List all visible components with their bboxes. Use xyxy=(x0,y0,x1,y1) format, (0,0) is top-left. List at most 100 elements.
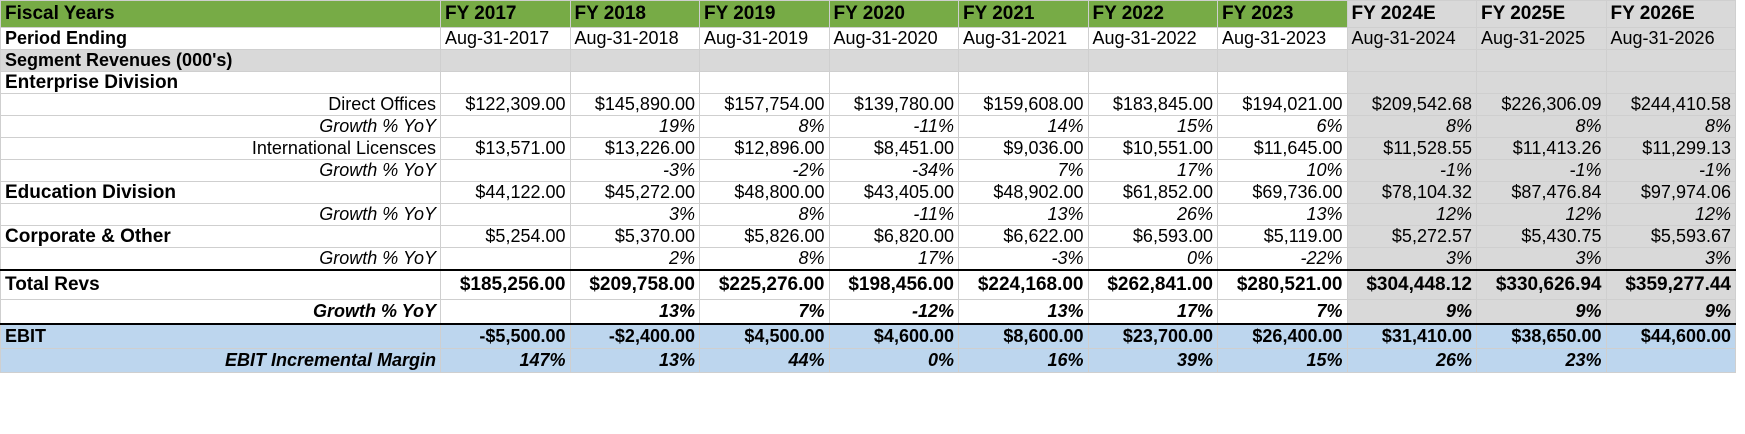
fiscal-years-label[interactable]: Fiscal Years xyxy=(0,0,441,28)
growth-cell[interactable]: 7% xyxy=(1217,299,1348,325)
value-cell[interactable]: $122,309.00 xyxy=(440,93,571,116)
total-cell[interactable]: $185,256.00 xyxy=(440,269,571,300)
value-cell[interactable]: $45,272.00 xyxy=(569,181,700,204)
period-date-cell[interactable]: Aug-31-2019 xyxy=(699,27,830,50)
value-cell[interactable]: $6,593.00 xyxy=(1087,225,1218,248)
year-cell[interactable]: FY 2019 xyxy=(699,0,830,28)
empty-cell[interactable] xyxy=(1217,49,1348,72)
growth-cell[interactable]: -3% xyxy=(569,159,700,182)
empty-cell[interactable] xyxy=(1476,49,1607,72)
value-cell[interactable]: $8,451.00 xyxy=(828,137,959,160)
growth-cell[interactable]: 8% xyxy=(699,203,830,226)
value-cell[interactable]: $194,021.00 xyxy=(1217,93,1348,116)
growth-cell[interactable]: -11% xyxy=(828,115,959,138)
value-cell[interactable]: $6,622.00 xyxy=(958,225,1089,248)
value-cell[interactable]: $11,645.00 xyxy=(1217,137,1348,160)
ebit-cell[interactable]: $8,600.00 xyxy=(958,323,1089,349)
ebit-cell[interactable]: -$5,500.00 xyxy=(440,323,571,349)
growth-cell[interactable]: 9% xyxy=(1346,299,1477,325)
growth-cell[interactable] xyxy=(440,299,571,325)
growth-cell[interactable]: 7% xyxy=(699,299,830,325)
value-cell[interactable]: $159,608.00 xyxy=(958,93,1089,116)
year-cell-projected[interactable]: FY 2026E xyxy=(1605,0,1736,28)
growth-cell[interactable]: 17% xyxy=(1087,299,1218,325)
ebit-cell[interactable]: $31,410.00 xyxy=(1346,323,1477,349)
growth-cell[interactable] xyxy=(440,115,571,138)
empty-cell[interactable] xyxy=(440,49,571,72)
growth-input-cell[interactable]: -1% xyxy=(1476,159,1607,182)
period-date-cell[interactable]: Aug-31-2017 xyxy=(440,27,571,50)
margin-cell[interactable]: 0% xyxy=(828,348,959,373)
growth-input-cell[interactable]: 8% xyxy=(1346,115,1477,138)
education-division-label[interactable]: Education Division xyxy=(0,181,441,204)
value-cell[interactable]: $226,306.09 xyxy=(1476,93,1607,116)
year-cell-projected[interactable]: FY 2024E xyxy=(1346,0,1477,28)
growth-cell[interactable]: 10% xyxy=(1217,159,1348,182)
value-cell[interactable]: $5,254.00 xyxy=(440,225,571,248)
margin-cell[interactable]: 44% xyxy=(699,348,830,373)
value-cell[interactable]: $11,299.13 xyxy=(1605,137,1736,160)
value-cell[interactable]: $48,800.00 xyxy=(699,181,830,204)
value-cell[interactable]: $183,845.00 xyxy=(1087,93,1218,116)
period-ending-label[interactable]: Period Ending xyxy=(0,27,441,50)
total-cell[interactable]: $330,626.94 xyxy=(1476,269,1607,300)
value-cell[interactable]: $5,593.67 xyxy=(1605,225,1736,248)
ebit-cell[interactable]: -$2,400.00 xyxy=(569,323,700,349)
value-cell[interactable]: $5,272.57 xyxy=(1346,225,1477,248)
growth-input-cell[interactable]: 12% xyxy=(1476,203,1607,226)
value-cell[interactable]: $9,036.00 xyxy=(958,137,1089,160)
growth-cell[interactable]: 19% xyxy=(569,115,700,138)
empty-cell[interactable] xyxy=(569,49,700,72)
total-cell[interactable]: $225,276.00 xyxy=(699,269,830,300)
growth-cell[interactable]: 0% xyxy=(1087,247,1218,271)
growth-cell[interactable]: 3% xyxy=(569,203,700,226)
value-cell[interactable]: $145,890.00 xyxy=(569,93,700,116)
growth-cell[interactable]: 6% xyxy=(1217,115,1348,138)
value-cell[interactable]: $139,780.00 xyxy=(828,93,959,116)
year-cell[interactable]: FY 2021 xyxy=(958,0,1089,28)
total-cell[interactable]: $359,277.44 xyxy=(1605,269,1736,300)
margin-cell[interactable]: 26% xyxy=(1346,348,1477,373)
growth-cell[interactable] xyxy=(440,203,571,226)
empty-cell[interactable] xyxy=(1217,71,1348,94)
growth-cell[interactable]: 26% xyxy=(1087,203,1218,226)
growth-cell[interactable]: 7% xyxy=(958,159,1089,182)
growth-cell[interactable]: 15% xyxy=(1087,115,1218,138)
ebit-cell[interactable]: $4,500.00 xyxy=(699,323,830,349)
empty-cell[interactable] xyxy=(440,71,571,94)
growth-cell[interactable]: 13% xyxy=(958,203,1089,226)
growth-input-cell[interactable]: 12% xyxy=(1605,203,1736,226)
growth-cell[interactable]: 17% xyxy=(828,247,959,271)
period-date-cell[interactable]: Aug-31-2026 xyxy=(1605,27,1736,50)
empty-cell[interactable] xyxy=(1346,71,1477,94)
year-cell[interactable]: FY 2017 xyxy=(440,0,571,28)
growth-label[interactable]: Growth % YoY xyxy=(0,115,441,138)
growth-label[interactable]: Growth % YoY xyxy=(0,159,441,182)
growth-cell[interactable]: 8% xyxy=(699,115,830,138)
period-date-cell[interactable]: Aug-31-2025 xyxy=(1476,27,1607,50)
value-cell[interactable]: $61,852.00 xyxy=(1087,181,1218,204)
growth-label[interactable]: Growth % YoY xyxy=(0,247,441,271)
growth-cell[interactable]: -34% xyxy=(828,159,959,182)
value-cell[interactable]: $78,104.32 xyxy=(1346,181,1477,204)
year-cell-projected[interactable]: FY 2025E xyxy=(1476,0,1607,28)
empty-cell[interactable] xyxy=(1087,49,1218,72)
empty-cell[interactable] xyxy=(569,71,700,94)
growth-cell[interactable]: -11% xyxy=(828,203,959,226)
value-cell[interactable]: $5,370.00 xyxy=(569,225,700,248)
total-cell[interactable]: $209,758.00 xyxy=(569,269,700,300)
margin-cell[interactable]: 13% xyxy=(569,348,700,373)
growth-input-cell[interactable]: 8% xyxy=(1476,115,1607,138)
margin-cell[interactable]: 147% xyxy=(440,348,571,373)
margin-cell[interactable] xyxy=(1605,348,1736,373)
total-cell[interactable]: $304,448.12 xyxy=(1346,269,1477,300)
value-cell[interactable]: $5,430.75 xyxy=(1476,225,1607,248)
growth-cell[interactable]: 17% xyxy=(1087,159,1218,182)
value-cell[interactable]: $5,826.00 xyxy=(699,225,830,248)
value-cell[interactable]: $5,119.00 xyxy=(1217,225,1348,248)
corporate-other-label[interactable]: Corporate & Other xyxy=(0,225,441,248)
growth-input-cell[interactable]: -1% xyxy=(1605,159,1736,182)
enterprise-division-label[interactable]: Enterprise Division xyxy=(0,71,441,94)
value-cell[interactable]: $13,226.00 xyxy=(569,137,700,160)
margin-cell[interactable]: 15% xyxy=(1217,348,1348,373)
